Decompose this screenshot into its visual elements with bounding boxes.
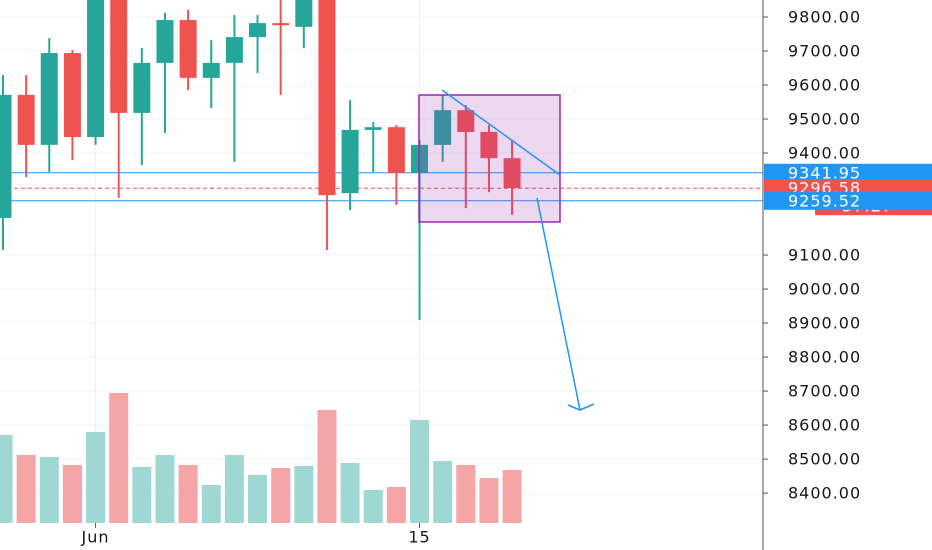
candle-body bbox=[272, 23, 290, 26]
y-tick-label: 9100.00 bbox=[788, 246, 861, 265]
candle-body bbox=[318, 0, 336, 196]
price-tag-label: 9341.95 bbox=[788, 163, 861, 182]
volume-bar bbox=[456, 465, 476, 523]
volume-bar bbox=[479, 478, 499, 523]
y-tick-label: 8500.00 bbox=[788, 450, 861, 469]
volume-bar bbox=[132, 467, 152, 523]
candle-body bbox=[503, 158, 521, 189]
price-tag-bg bbox=[764, 163, 932, 182]
candle-body bbox=[249, 23, 267, 38]
volume-bar bbox=[340, 463, 360, 523]
drawings bbox=[418, 89, 595, 411]
volume-bar bbox=[271, 468, 291, 523]
y-tick-label: 9800.00 bbox=[788, 8, 861, 27]
volume-bar bbox=[86, 432, 106, 523]
volume-bar bbox=[386, 487, 406, 523]
candle-body bbox=[434, 110, 452, 145]
volume-bar bbox=[39, 457, 59, 523]
price-tag-bg bbox=[764, 191, 932, 210]
candle-body bbox=[40, 53, 58, 145]
volume-bar bbox=[0, 435, 13, 523]
volume-bar bbox=[410, 420, 430, 523]
candle-body bbox=[17, 94, 35, 145]
volume-bar bbox=[224, 455, 244, 523]
candles bbox=[0, 0, 521, 320]
volume-bar bbox=[155, 455, 175, 523]
candle-body bbox=[87, 0, 105, 138]
time-axis: Jun 15 bbox=[81, 523, 430, 547]
volume-bar bbox=[62, 465, 82, 523]
volume-bar bbox=[502, 470, 522, 523]
rectangle-drawing bbox=[418, 94, 561, 223]
y-tick-label: 8700.00 bbox=[788, 382, 861, 401]
candle-body bbox=[387, 127, 405, 174]
candle-body bbox=[364, 127, 382, 130]
volume-bar bbox=[109, 393, 129, 523]
candle-body bbox=[156, 20, 174, 63]
y-tick-label: 9400.00 bbox=[788, 144, 861, 163]
y-tick-label: 9700.00 bbox=[788, 42, 861, 61]
candle-body bbox=[0, 94, 12, 218]
y-tick-label: 8400.00 bbox=[788, 484, 861, 503]
candle-body bbox=[341, 129, 359, 194]
volume-bar bbox=[248, 475, 268, 523]
arrow-line bbox=[536, 197, 581, 411]
volume-bar bbox=[201, 485, 221, 523]
y-tick-label: 9000.00 bbox=[788, 280, 861, 299]
y-tick-label: 8800.00 bbox=[788, 348, 861, 367]
volume-bar bbox=[363, 490, 383, 523]
candle-body bbox=[63, 53, 81, 138]
candle-body bbox=[295, 0, 313, 27]
volume-bar bbox=[178, 465, 198, 523]
volume-bar bbox=[433, 461, 453, 523]
y-tick-label: 8900.00 bbox=[788, 314, 861, 333]
candle-body bbox=[457, 110, 475, 132]
price-tag-label: 9259.52 bbox=[788, 191, 861, 210]
price-axis: 8400.00 8500.00 8600.00 8700.00 8800.00 8900.… bbox=[763, 8, 861, 503]
candle-body bbox=[110, 0, 128, 113]
y-tick-label: 8600.00 bbox=[788, 416, 861, 435]
x-tick-label: 15 bbox=[408, 528, 430, 547]
x-tick-label: Jun bbox=[81, 528, 110, 547]
volume-bar bbox=[317, 410, 337, 523]
candle-body bbox=[133, 62, 151, 113]
candle-body bbox=[179, 20, 197, 78]
arrow-head bbox=[567, 403, 595, 411]
price-lines bbox=[0, 172, 763, 202]
candle-body bbox=[225, 37, 243, 63]
y-tick-label: 9600.00 bbox=[788, 76, 861, 95]
volume-bar bbox=[16, 455, 36, 523]
candle-body bbox=[202, 62, 220, 78]
volume-layer bbox=[0, 393, 522, 523]
trend-line bbox=[441, 89, 561, 176]
y-tick-label: 9500.00 bbox=[788, 110, 861, 129]
volume-bar bbox=[294, 466, 314, 523]
candle-body bbox=[480, 131, 498, 159]
